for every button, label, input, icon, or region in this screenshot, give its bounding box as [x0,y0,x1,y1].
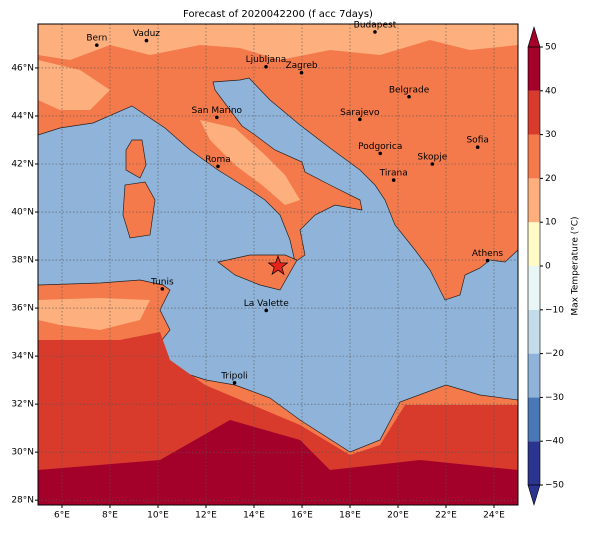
colorbar-block [528,134,540,179]
city-label: Skopje [417,153,447,163]
colorbar-tick-label: 30 [545,130,557,140]
city-label: Athens [472,249,503,259]
land-cool-zone [38,60,110,110]
lat-tick-label: 46°N [11,63,34,73]
lat-tick-label: 36°N [11,304,34,314]
colorbar-tick-label: 0 [545,262,551,272]
colorbar-block [528,397,540,442]
colorbar-extend-top [527,25,541,48]
city-marker [407,94,411,99]
colorbar-tick-label: −40 [545,437,564,447]
land-cool-zone [200,120,300,205]
land-cool-zone [38,298,150,330]
colorbar-block [528,353,540,398]
city-label: Ljubljana [246,55,287,65]
city-marker [430,162,435,166]
sardinia [122,181,156,239]
city-label: Belgrade [389,85,430,95]
colorbar-block [528,47,540,91]
lon-tick-label: 20°E [387,511,409,521]
star-marker [267,255,289,276]
city-marker [299,70,304,75]
city-marker [485,258,490,263]
city-label: Tripoli [220,371,248,381]
colorbar-label: Max Temperature (°C) [571,216,581,315]
city-label: Sofia [466,136,488,146]
colorbar-extend-bottom [527,484,541,507]
lon-tick-label: 16°E [291,511,313,521]
city-label: Roma [205,155,231,165]
colorbar-tick-label: 50 [545,43,557,53]
colorbar-block [528,222,540,266]
lat-tick-label: 32°N [11,400,34,410]
lat-tick-label: 34°N [11,352,34,362]
city-marker [264,308,269,313]
city-label: Tunis [150,277,174,287]
corsica [125,139,147,179]
city-label: Podgorica [358,142,402,152]
city-marker [358,117,362,122]
land-cool-zone [38,24,518,60]
city-label: Budapest [354,20,397,30]
colorbar-tick-label: −50 [545,481,564,491]
lon-tick-label: 18°E [339,511,361,521]
colorbar-tick-label: −10 [545,305,564,315]
colorbar-tick-label: −20 [545,349,564,359]
lon-tick-label: 24°E [483,511,505,521]
city-label: Vaduz [133,29,160,39]
lon-tick-label: 14°E [243,511,265,521]
city-marker [216,164,220,169]
colorbar-block [528,178,540,223]
city-marker [144,38,149,43]
lat-tick-label: 30°N [11,448,34,458]
city-label: San Marino [192,106,243,116]
city-marker [391,178,396,182]
city-label: La Valette [244,299,289,309]
city-marker [232,380,237,385]
map-title: Forecast of 2020042200 (f acc 7days) [183,9,373,20]
city-label: Bern [86,34,107,44]
city-marker [215,115,219,120]
city-marker [475,145,480,149]
colorbar-block [528,441,540,485]
map-area [38,24,518,505]
city-marker [160,287,165,291]
lat-tick-label: 42°N [11,160,34,170]
lon-tick-label: 6°E [54,511,70,521]
colorbar-tick-label: 10 [545,218,557,228]
colorbar-tick-label: 40 [545,86,557,96]
colorbar-tick-label: 20 [545,174,557,184]
lon-tick-label: 12°E [195,511,217,521]
city-label: Sarajevo [340,108,380,118]
colorbar-block [528,266,540,310]
city-marker [95,43,99,47]
city-label: Tirana [379,169,408,179]
colorbar-tick-label: −30 [545,393,564,403]
colorbar-block [528,90,540,135]
city-label: Zagreb [285,61,317,71]
city-marker [264,64,268,69]
city-marker [373,30,377,34]
lat-tick-label: 38°N [11,256,34,266]
lat-tick-label: 44°N [11,111,34,121]
land-north [38,24,518,301]
lon-tick-label: 8°E [102,511,118,521]
lat-tick-label: 40°N [11,208,34,218]
lon-tick-label: 10°E [147,511,169,521]
lat-tick-label: 28°N [11,496,34,506]
colorbar-block [528,309,540,354]
city-marker [378,151,383,156]
lon-tick-label: 22°E [435,511,457,521]
map-frame [37,23,519,506]
